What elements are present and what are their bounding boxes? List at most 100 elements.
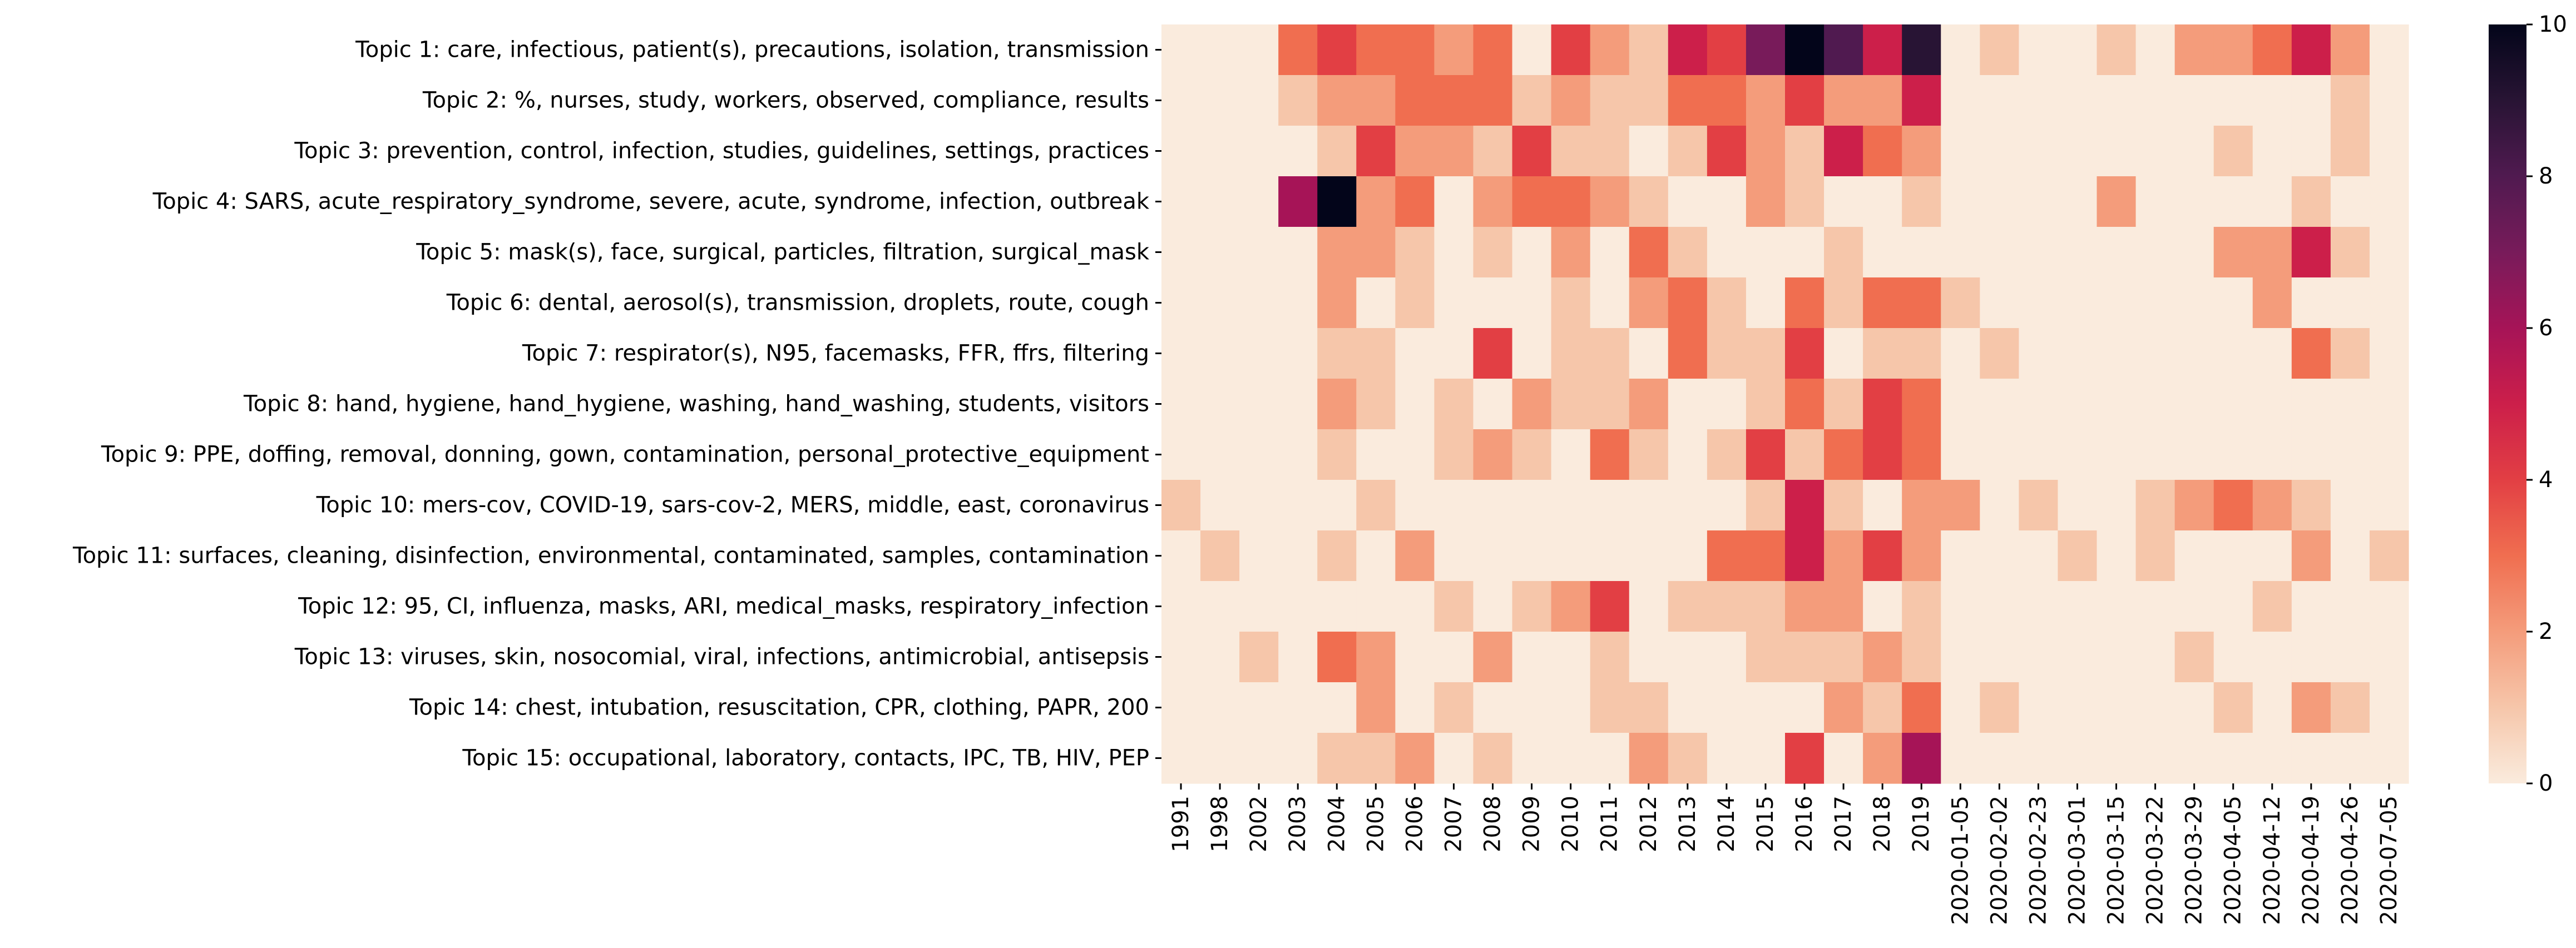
heatmap-cell (2174, 126, 2214, 177)
heatmap-cell (2174, 176, 2214, 227)
heatmap-cell (1941, 176, 1980, 227)
heatmap-cell (2174, 581, 2214, 632)
heatmap-cell (2058, 480, 2098, 531)
heatmap-cell (1824, 75, 1863, 126)
heatmap-cell (1785, 733, 1825, 784)
heatmap-cell (2369, 176, 2409, 227)
heatmap-cell (1512, 632, 1552, 683)
heatmap-cell (2369, 126, 2409, 177)
heatmap-cell (1161, 277, 1201, 329)
heatmap-cell (1434, 480, 1474, 531)
heatmap-cell (2330, 379, 2370, 430)
heatmap-cell (1200, 24, 1240, 76)
heatmap-cell (1395, 75, 1435, 126)
heatmap-cell (2019, 126, 2059, 177)
colorbar-tick-label: 0 (2539, 771, 2553, 796)
column-label: 2008 (1480, 796, 1506, 852)
heatmap-cell (2252, 379, 2292, 430)
heatmap-cell (1863, 632, 1902, 683)
heatmap-cell (1356, 480, 1396, 531)
heatmap-cell (2097, 632, 2137, 683)
heatmap-cell (1980, 733, 2019, 784)
heatmap-cell (2097, 227, 2137, 278)
heatmap-cell (1941, 429, 1980, 480)
heatmap-cell (2097, 176, 2137, 227)
heatmap-cell (1902, 581, 1941, 632)
heatmap-cell (2019, 379, 2059, 430)
heatmap-cell (1707, 277, 1747, 329)
heatmap-cell (1629, 24, 1669, 76)
heatmap-cell (1395, 581, 1435, 632)
heatmap-cell (2135, 176, 2175, 227)
heatmap-cell (1317, 277, 1357, 329)
heatmap-cell (1239, 733, 1279, 784)
heatmap-cell (1434, 429, 1474, 480)
heatmap-cell (1980, 682, 2019, 733)
heatmap-cell (1395, 682, 1435, 733)
heatmap-cell (1434, 75, 1474, 126)
heatmap-cell (1863, 480, 1902, 531)
heatmap-cells (1161, 24, 2409, 784)
heatmap-cell (1863, 277, 1902, 329)
heatmap-cell (1161, 682, 1201, 733)
column-label: 2020-03-01 (2064, 796, 2090, 925)
heatmap-cell (1941, 733, 1980, 784)
column-label: 1991 (1168, 796, 1194, 852)
heatmap-cell (1551, 530, 1591, 582)
heatmap-cell (1668, 24, 1708, 76)
heatmap-cell (1824, 126, 1863, 177)
heatmap-cell (2330, 733, 2370, 784)
heatmap-cell (1746, 126, 1786, 177)
colorbar-tick-label: 4 (2539, 467, 2553, 493)
heatmap-cell (1473, 126, 1513, 177)
heatmap-cell (1629, 328, 1669, 379)
heatmap-cell (1356, 227, 1396, 278)
heatmap-cell (1161, 581, 1201, 632)
heatmap-cell (1590, 530, 1630, 582)
heatmap-cell (1395, 480, 1435, 531)
heatmap-cell (2058, 126, 2098, 177)
heatmap-cell (1824, 480, 1863, 531)
heatmap-cell (1161, 379, 1201, 430)
heatmap-cell (1512, 227, 1552, 278)
heatmap-cell (1668, 530, 1708, 582)
heatmap-cell (1707, 328, 1747, 379)
heatmap-cell (1317, 581, 1357, 632)
heatmap-cell (1863, 126, 1902, 177)
heatmap-cell (1239, 328, 1279, 379)
heatmap-cell (2019, 176, 2059, 227)
heatmap-cell (1278, 24, 1318, 76)
heatmap-cell (1161, 480, 1201, 531)
heatmap-cell (1395, 379, 1435, 430)
heatmap-cell (2330, 75, 2370, 126)
heatmap-cell (1551, 379, 1591, 430)
heatmap-cell (1902, 126, 1941, 177)
heatmap-cell (1980, 581, 2019, 632)
heatmap-cell (1551, 480, 1591, 531)
heatmap-cell (1395, 328, 1435, 379)
heatmap-cell (1551, 682, 1591, 733)
heatmap-cell (1200, 632, 1240, 683)
heatmap-cell (1863, 75, 1902, 126)
heatmap-cell (2135, 75, 2175, 126)
heatmap-cell (1200, 328, 1240, 379)
heatmap-cell (1473, 733, 1513, 784)
heatmap-cell (1395, 176, 1435, 227)
row-label: Topic 9: PPE, doffing, removal, donning,… (101, 442, 1149, 468)
heatmap-cell (1785, 530, 1825, 582)
heatmap-cell (1434, 530, 1474, 582)
colorbar: 0 2 4 6 8 10 (2489, 12, 2567, 796)
heatmap-cell (2330, 328, 2370, 379)
heatmap-cell (1239, 581, 1279, 632)
heatmap-cell (1512, 733, 1552, 784)
heatmap-cell (1317, 379, 1357, 430)
heatmap-cell (2213, 277, 2253, 329)
heatmap-cell (1590, 682, 1630, 733)
heatmap-cell (1278, 75, 1318, 126)
heatmap-cell (1395, 632, 1435, 683)
heatmap-cell (1629, 733, 1669, 784)
heatmap-cell (1278, 733, 1318, 784)
heatmap-cell (2213, 480, 2253, 531)
heatmap-cell (2135, 24, 2175, 76)
heatmap-cell (1239, 682, 1279, 733)
